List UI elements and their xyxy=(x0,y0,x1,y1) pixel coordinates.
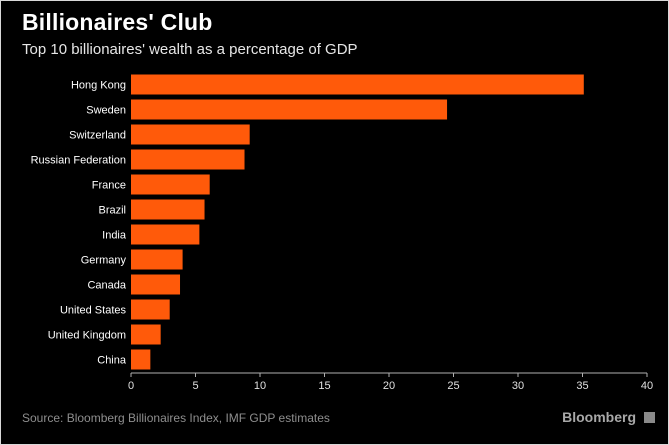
bar xyxy=(131,99,448,120)
category-label: Sweden xyxy=(86,105,126,117)
x-tick-label: 15 xyxy=(318,380,330,392)
bloomberg-logo-icon xyxy=(644,412,655,423)
bar xyxy=(131,249,183,270)
x-tick-label: 10 xyxy=(254,380,266,392)
x-tick-label: 25 xyxy=(447,380,459,392)
x-tick-label: 35 xyxy=(576,380,588,392)
category-label: India xyxy=(102,230,127,242)
x-tick-label: 0 xyxy=(128,380,134,392)
chart-subtitle: Top 10 billionaires' wealth as a percent… xyxy=(22,41,358,58)
category-label: Switzerland xyxy=(69,130,126,142)
bar xyxy=(131,124,250,145)
category-label: France xyxy=(92,180,126,192)
category-label: United Kingdom xyxy=(48,330,126,342)
category-label: Russian Federation xyxy=(31,155,126,167)
bar xyxy=(131,199,205,220)
bar xyxy=(131,149,245,170)
bar xyxy=(131,74,584,95)
category-label: Brazil xyxy=(98,205,126,217)
x-tick-label: 30 xyxy=(512,380,524,392)
source-note: Source: Bloomberg Billionaires Index, IM… xyxy=(22,411,330,425)
bar xyxy=(131,349,151,370)
x-tick-label: 5 xyxy=(192,380,198,392)
brand-logo-text: Bloomberg xyxy=(562,409,636,425)
x-tick-label: 40 xyxy=(641,380,653,392)
category-label: Germany xyxy=(81,255,127,267)
category-label: Hong Kong xyxy=(71,80,126,92)
category-label: Canada xyxy=(87,280,126,292)
x-tick-label: 20 xyxy=(383,380,395,392)
bar xyxy=(131,274,181,295)
bar xyxy=(131,174,210,195)
bar xyxy=(131,324,161,345)
category-label: United States xyxy=(60,305,127,317)
chart-title: Billionaires' Club xyxy=(22,9,213,35)
category-label: China xyxy=(97,355,127,367)
bar xyxy=(131,299,170,320)
bar xyxy=(131,224,200,245)
